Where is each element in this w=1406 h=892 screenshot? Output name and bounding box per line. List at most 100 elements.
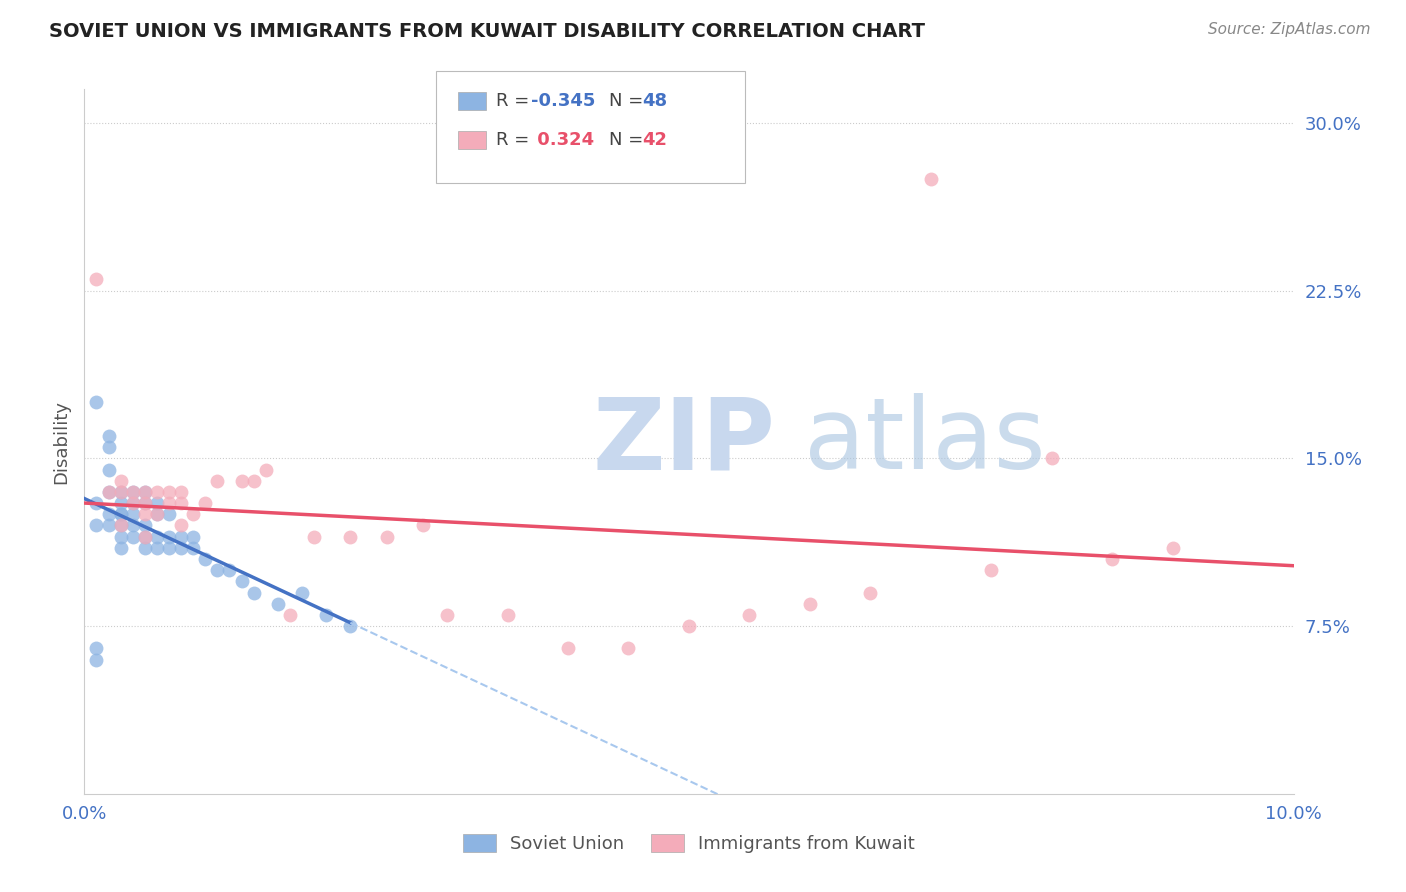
- Text: SOVIET UNION VS IMMIGRANTS FROM KUWAIT DISABILITY CORRELATION CHART: SOVIET UNION VS IMMIGRANTS FROM KUWAIT D…: [49, 22, 925, 41]
- Point: [170, 541, 193, 555]
- Point: [170, 496, 193, 510]
- Point: [278, 607, 301, 622]
- Point: [97, 484, 120, 499]
- Text: atlas: atlas: [804, 393, 1046, 490]
- Text: 48: 48: [643, 92, 668, 110]
- Point: [170, 484, 193, 499]
- Point: [134, 508, 156, 522]
- Point: [146, 530, 169, 544]
- Point: [859, 585, 882, 599]
- Point: [412, 518, 434, 533]
- Point: [110, 474, 132, 488]
- Point: [121, 496, 143, 510]
- Point: [110, 518, 132, 533]
- Point: [207, 474, 229, 488]
- Point: [97, 508, 120, 522]
- Point: [291, 585, 314, 599]
- Point: [110, 530, 132, 544]
- Point: [678, 619, 700, 633]
- Point: [97, 462, 120, 476]
- Point: [86, 641, 108, 656]
- Point: [134, 541, 156, 555]
- Point: [97, 484, 120, 499]
- Point: [110, 496, 132, 510]
- Point: [496, 607, 519, 622]
- Point: [738, 607, 761, 622]
- Point: [110, 484, 132, 499]
- Text: ZIP: ZIP: [592, 393, 775, 490]
- Point: [134, 496, 156, 510]
- Point: [231, 574, 253, 589]
- Point: [134, 484, 156, 499]
- Point: [157, 530, 180, 544]
- Point: [267, 597, 290, 611]
- Point: [157, 508, 180, 522]
- Point: [86, 395, 108, 409]
- Point: [181, 530, 204, 544]
- Point: [557, 641, 579, 656]
- Text: 42: 42: [643, 131, 668, 149]
- Point: [110, 508, 132, 522]
- Point: [170, 530, 193, 544]
- Point: [1040, 451, 1063, 466]
- Point: [157, 496, 180, 510]
- Point: [121, 530, 143, 544]
- Point: [315, 607, 337, 622]
- Point: [1161, 541, 1184, 555]
- Point: [86, 653, 108, 667]
- Point: [97, 440, 120, 454]
- Point: [134, 530, 156, 544]
- Text: N =: N =: [609, 131, 648, 149]
- Point: [302, 530, 325, 544]
- Point: [86, 272, 108, 286]
- Point: [146, 496, 169, 510]
- Point: [194, 552, 217, 566]
- Text: R =: R =: [496, 92, 536, 110]
- Point: [157, 484, 180, 499]
- Point: [86, 496, 108, 510]
- Point: [134, 518, 156, 533]
- Point: [146, 541, 169, 555]
- Point: [146, 508, 169, 522]
- Point: [97, 518, 120, 533]
- Point: [110, 518, 132, 533]
- Point: [339, 619, 361, 633]
- Point: [121, 484, 143, 499]
- Point: [242, 474, 264, 488]
- Point: [146, 508, 169, 522]
- Point: [181, 508, 204, 522]
- Text: N =: N =: [609, 92, 648, 110]
- Point: [121, 496, 143, 510]
- Point: [146, 484, 169, 499]
- Point: [799, 597, 821, 611]
- Point: [121, 508, 143, 522]
- Point: [181, 541, 204, 555]
- Point: [97, 429, 120, 443]
- Point: [194, 496, 217, 510]
- Point: [980, 563, 1002, 577]
- Point: [134, 530, 156, 544]
- Point: [170, 518, 193, 533]
- Point: [920, 171, 942, 186]
- Point: [617, 641, 640, 656]
- Point: [110, 484, 132, 499]
- Point: [207, 563, 229, 577]
- Point: [1101, 552, 1123, 566]
- Point: [121, 484, 143, 499]
- Point: [339, 530, 361, 544]
- Point: [157, 541, 180, 555]
- Point: [110, 541, 132, 555]
- Text: R =: R =: [496, 131, 536, 149]
- Point: [218, 563, 240, 577]
- Point: [110, 508, 132, 522]
- Point: [86, 518, 108, 533]
- Point: [375, 530, 398, 544]
- Text: -0.345: -0.345: [531, 92, 596, 110]
- Point: [121, 518, 143, 533]
- Text: Source: ZipAtlas.com: Source: ZipAtlas.com: [1208, 22, 1371, 37]
- Point: [134, 496, 156, 510]
- Text: 0.324: 0.324: [531, 131, 595, 149]
- Legend: Soviet Union, Immigrants from Kuwait: Soviet Union, Immigrants from Kuwait: [454, 825, 924, 863]
- Point: [134, 484, 156, 499]
- Point: [231, 474, 253, 488]
